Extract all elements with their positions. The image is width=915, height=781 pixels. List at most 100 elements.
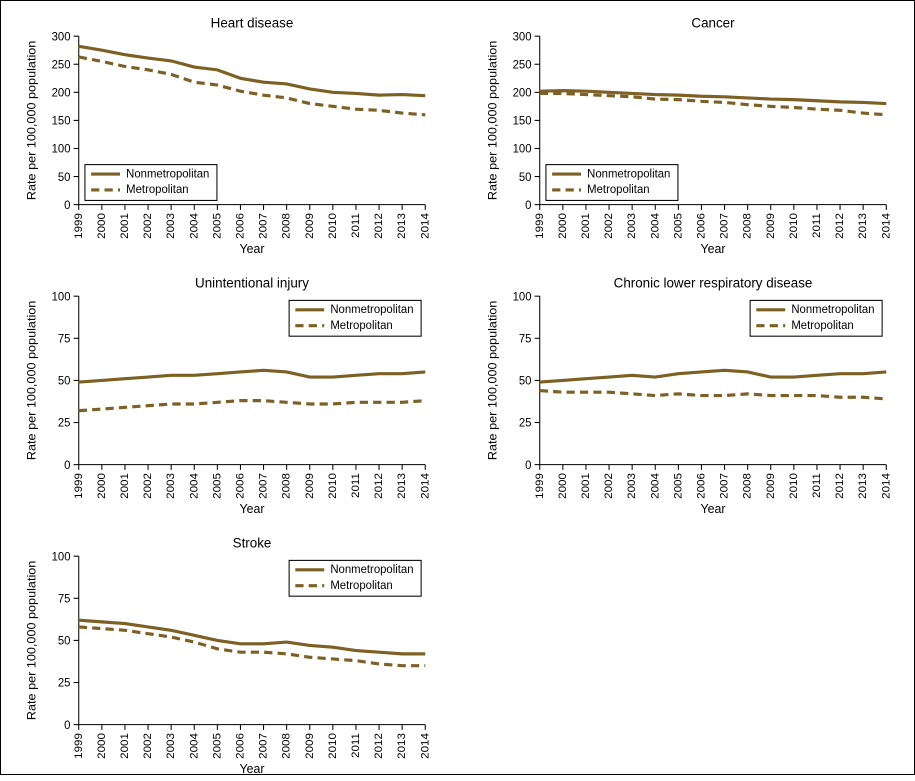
x-tick-label: 2001 (580, 213, 592, 239)
x-tick-label: 2002 (603, 473, 615, 499)
x-tick-label: 2008 (281, 733, 293, 759)
x-tick-label: 2014 (880, 212, 892, 238)
x-tick-label: 2000 (557, 213, 569, 239)
x-tick-label: 2004 (188, 473, 200, 499)
legend-label: Nonmetropolitan (126, 168, 209, 180)
legend-label: Metropolitan (330, 320, 392, 332)
y-axis-title: Rate per 100,000 population (485, 301, 499, 460)
series-line-metro (79, 401, 426, 411)
x-tick-label: 2007 (718, 213, 730, 239)
panel-title: Heart disease (211, 16, 294, 31)
y-tick-label: 100 (52, 144, 71, 156)
x-tick-label: 2006 (235, 213, 247, 239)
y-tick-label: 0 (525, 200, 531, 212)
x-tick-label: 2010 (788, 213, 800, 239)
chart-svg: Heart disease050100150200250300199920002… (21, 13, 434, 255)
legend-label: Nonmetropolitan (330, 564, 413, 576)
x-tick-label: 2012 (834, 473, 846, 499)
y-tick-label: 300 (52, 31, 71, 43)
x-tick-label: 2005 (672, 213, 684, 239)
y-tick-label: 100 (512, 291, 531, 303)
series-line-metro (79, 57, 426, 115)
x-tick-label: 2004 (188, 212, 200, 238)
x-tick-label: 2003 (165, 213, 177, 239)
x-tick-label: 2014 (419, 473, 431, 499)
y-tick-label: 100 (512, 144, 531, 156)
x-tick-label: 2007 (258, 733, 270, 759)
y-tick-label: 0 (64, 460, 70, 472)
chart-panel: Unintentional injury02550751001999200020… (21, 273, 434, 515)
x-tick-label: 2011 (350, 213, 362, 238)
legend-label: Metropolitan (587, 184, 649, 196)
x-tick-label: 2008 (741, 473, 753, 499)
y-tick-label: 150 (512, 116, 531, 128)
y-tick-label: 25 (58, 418, 71, 430)
x-tick-label: 2014 (419, 212, 431, 238)
y-tick-label: 0 (525, 460, 531, 472)
x-tick-label: 2003 (165, 733, 177, 759)
x-tick-label: 2004 (649, 473, 661, 499)
x-tick-label: 2000 (557, 473, 569, 499)
panel-title: Chronic lower respiratory disease (613, 276, 812, 291)
x-tick-label: 2003 (165, 473, 177, 499)
y-tick-label: 50 (518, 376, 531, 388)
x-tick-label: 2003 (626, 473, 638, 499)
x-tick-label: 1999 (533, 473, 545, 499)
x-tick-label: 2000 (96, 213, 108, 239)
chart-panel: Cancer0501001502002503001999200020012002… (482, 13, 895, 255)
x-tick-label: 2010 (327, 733, 339, 759)
x-tick-label: 2012 (373, 733, 385, 759)
series-line-nonmetro (539, 370, 886, 382)
y-tick-label: 50 (518, 172, 531, 184)
x-tick-label: 2008 (741, 213, 753, 239)
x-tick-label: 2010 (327, 213, 339, 239)
panel-grid: Heart disease050100150200250300199920002… (21, 13, 894, 762)
x-tick-label: 2006 (695, 213, 707, 239)
y-tick-label: 25 (58, 678, 71, 690)
y-tick-label: 50 (58, 172, 71, 184)
x-tick-label: 2004 (649, 212, 661, 238)
series-line-nonmetro (539, 91, 886, 104)
y-tick-label: 250 (52, 59, 71, 71)
y-tick-label: 75 (58, 334, 71, 346)
x-tick-label: 2005 (212, 473, 224, 499)
y-axis-title: Rate per 100,000 population (25, 561, 39, 720)
x-tick-label: 2013 (396, 733, 408, 759)
x-tick-label: 2002 (142, 213, 154, 239)
x-tick-label: 2009 (304, 213, 316, 239)
x-tick-label: 2008 (281, 473, 293, 499)
y-tick-label: 50 (58, 376, 71, 388)
legend-label: Nonmetropolitan (791, 304, 874, 316)
chart-svg: Cancer0501001502002503001999200020012002… (482, 13, 895, 255)
x-tick-label: 2001 (119, 473, 131, 499)
legend-label: Metropolitan (330, 580, 392, 592)
legend-label: Metropolitan (791, 320, 853, 332)
x-tick-label: 2014 (880, 473, 892, 499)
x-axis-title: Year (700, 242, 725, 255)
x-tick-label: 2007 (258, 213, 270, 239)
x-tick-label: 2009 (764, 213, 776, 239)
legend-label: Nonmetropolitan (587, 168, 670, 180)
series-line-nonmetro (79, 370, 426, 382)
legend-label: Nonmetropolitan (330, 304, 413, 316)
x-tick-label: 2002 (603, 213, 615, 239)
x-axis-title: Year (239, 762, 264, 775)
y-tick-label: 100 (52, 552, 71, 564)
y-tick-label: 25 (518, 418, 531, 430)
x-tick-label: 2011 (811, 473, 823, 498)
x-tick-label: 2005 (672, 473, 684, 499)
x-tick-label: 2007 (258, 473, 270, 499)
x-axis-title: Year (700, 502, 725, 515)
x-tick-label: 2014 (419, 733, 431, 759)
y-tick-label: 75 (58, 594, 71, 606)
y-tick-label: 200 (512, 87, 531, 99)
y-axis-title: Rate per 100,000 population (485, 41, 499, 200)
y-tick-label: 300 (512, 31, 531, 43)
y-tick-label: 0 (64, 200, 70, 212)
x-tick-label: 2000 (96, 473, 108, 499)
y-tick-label: 150 (52, 116, 71, 128)
x-tick-label: 2012 (834, 213, 846, 239)
x-tick-label: 2010 (788, 473, 800, 499)
x-tick-label: 2003 (626, 213, 638, 239)
x-axis-title: Year (239, 242, 264, 255)
